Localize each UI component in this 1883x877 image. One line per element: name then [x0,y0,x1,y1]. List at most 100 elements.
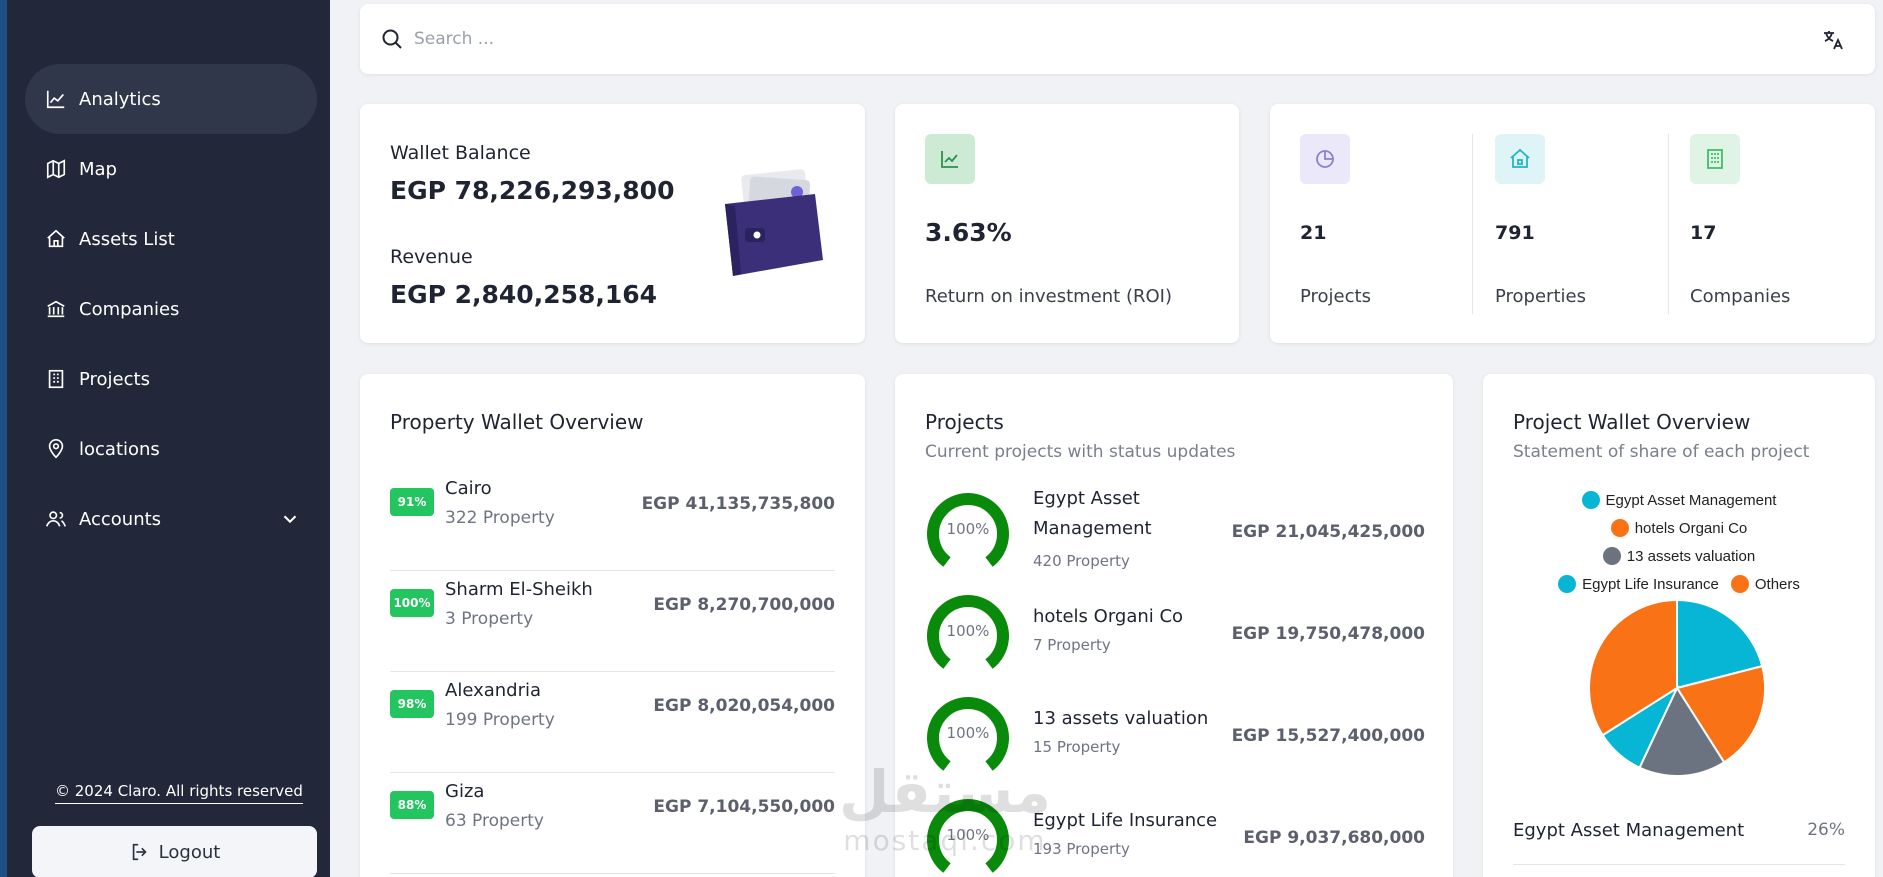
pie-chart-icon [1300,134,1350,184]
wallet-illustration-icon [725,169,823,276]
amount: EGP 8,270,700,000 [653,595,835,615]
sidebar-item-assets-list[interactable]: Assets List [25,204,317,274]
progress-ring [927,493,1009,567]
sidebar-item-label: Projects [79,368,150,390]
chevron-down-icon[interactable] [279,508,301,530]
project-name: Egypt Asset Management [1033,484,1152,544]
office-building-icon [1690,134,1740,184]
location-name: Cairo [445,478,492,499]
legend-item[interactable]: Egypt Asset Management [1581,491,1777,509]
sidebar-item-locations[interactable]: locations [25,414,317,484]
search-input[interactable] [414,29,1714,49]
logout-label: Logout [158,841,221,863]
property-wallet-title: Property Wallet Overview [390,410,644,434]
progress-ring [927,697,1009,771]
progress-label: 100% [946,826,990,844]
companies-count: 17 [1690,222,1717,244]
property-count: 7 Property [1033,636,1111,654]
pie-chart [1588,598,1766,777]
project-name-line: Egypt Asset [1033,488,1140,509]
house-icon [1495,134,1545,184]
pie-slice[interactable] [1588,598,1678,737]
legend-label: Egypt Life Insurance [1582,575,1719,593]
pie-slice[interactable] [1675,664,1766,764]
sidebar-item-label: locations [79,438,160,460]
list-item[interactable]: 91% Cairo 322 Property EGP 41,135,735,80… [390,470,835,571]
sidebar-item-analytics[interactable]: Analytics [25,64,317,134]
properties-count: 791 [1495,222,1535,244]
sidebar-item-label: Assets List [79,228,175,250]
sidebar-item-map[interactable]: Map [25,134,317,204]
pie-slice[interactable] [1638,685,1726,777]
project-name-line: Management [1033,518,1152,539]
sidebar: Analytics Map Assets List Companies Proj… [0,0,330,877]
pie-slice[interactable] [1676,598,1764,690]
bank-icon [45,298,67,320]
percent-badge: 91% [390,488,434,516]
project-wallet-card: Project Wallet Overview Statement of sha… [1483,374,1875,877]
legend-item[interactable]: Others [1730,575,1800,593]
sidebar-item-label: Companies [79,298,180,320]
legend-item[interactable]: 13 assets valuation [1602,547,1755,565]
search-icon [382,29,402,49]
property-count: 199 Property [445,710,555,730]
sidebar-item-label: Map [79,158,117,180]
legend-label: hotels Organi Co [1634,519,1748,537]
sidebar-item-companies[interactable]: Companies [25,274,317,344]
project-name: 13 assets valuation [1033,708,1209,729]
home-icon [45,228,67,250]
list-item[interactable]: 100% Sharm El-Sheikh 3 Property EGP 8,27… [390,571,835,672]
amount: EGP 9,037,680,000 [1243,828,1425,848]
location-pin-icon [45,438,67,460]
property-count: 15 Property [1033,738,1121,756]
legend-label: Egypt Asset Management [1605,491,1777,509]
list-item[interactable]: 100% hotels Organi Co 7 Property EGP 19,… [925,592,1425,694]
legend-item[interactable]: Egypt Life Insurance [1558,575,1719,593]
stats-divider [1472,134,1473,314]
chart-line-icon [45,88,67,110]
property-count: 322 Property [445,508,555,528]
list-item[interactable]: 100% Egypt Asset Management 420 Property … [925,488,1425,592]
location-name: Giza [445,781,485,802]
properties-count-label: Properties [1495,286,1586,307]
progress-ring [927,799,1009,873]
legend-item[interactable]: hotels Organi Co [1610,519,1748,537]
sidebar-item-label: Accounts [79,508,162,530]
watermark-arabic: مستقل [838,758,1052,826]
project-wallet-subtitle: Statement of share of each project [1513,442,1810,462]
property-count: 63 Property [445,811,544,831]
property-count: 3 Property [445,609,534,629]
copyright-text: © 2024 Claro. All rights reserved [55,782,303,804]
amount: EGP 19,750,478,000 [1231,624,1425,644]
legend-swatch [1602,547,1621,565]
roi-label: Return on investment (ROI) [925,286,1172,307]
sidebar-item-accounts[interactable]: Accounts [25,484,317,554]
sidebar-nav: Analytics Map Assets List Companies Proj… [25,64,317,554]
amount: EGP 15,527,400,000 [1231,726,1425,746]
logout-button[interactable]: Logout [32,826,317,877]
property-count: 193 Property [1033,840,1130,858]
sidebar-item-projects[interactable]: Projects [25,344,317,414]
percent-badge: 88% [390,791,434,819]
users-icon [45,508,67,530]
progress-label: 100% [946,622,990,640]
translate-icon[interactable] [1821,28,1845,52]
list-item[interactable]: 88% Giza 63 Property EGP 7,104,550,000 [390,773,835,874]
progress-ring [927,595,1009,669]
percent-badge: 98% [390,690,434,718]
projects-count-label: Projects [1300,286,1371,307]
list-item[interactable]: 100% 13 assets valuation 15 Property EGP… [925,694,1425,796]
list-item[interactable]: 100% Egypt Life Insurance 193 Property E… [925,796,1425,877]
stats-card: 21 Projects 791 Properties 17 Companies [1270,104,1875,343]
location-name: Sharm El-Sheikh [445,579,593,600]
sidebar-item-label: Analytics [79,88,161,110]
roi-card: 3.63% Return on investment (ROI) [895,104,1239,343]
list-item[interactable]: 98% Alexandria 199 Property EGP 8,020,05… [390,672,835,773]
property-count: 420 Property [1033,552,1130,570]
wallet-balance-label: Wallet Balance [390,142,531,164]
percent-badge: 100% [390,589,434,617]
project-name: Egypt Life Insurance [1033,810,1218,831]
progress-label: 100% [946,520,990,538]
projects-card: Projects Current projects with status up… [895,374,1453,877]
stats-divider [1668,134,1669,314]
